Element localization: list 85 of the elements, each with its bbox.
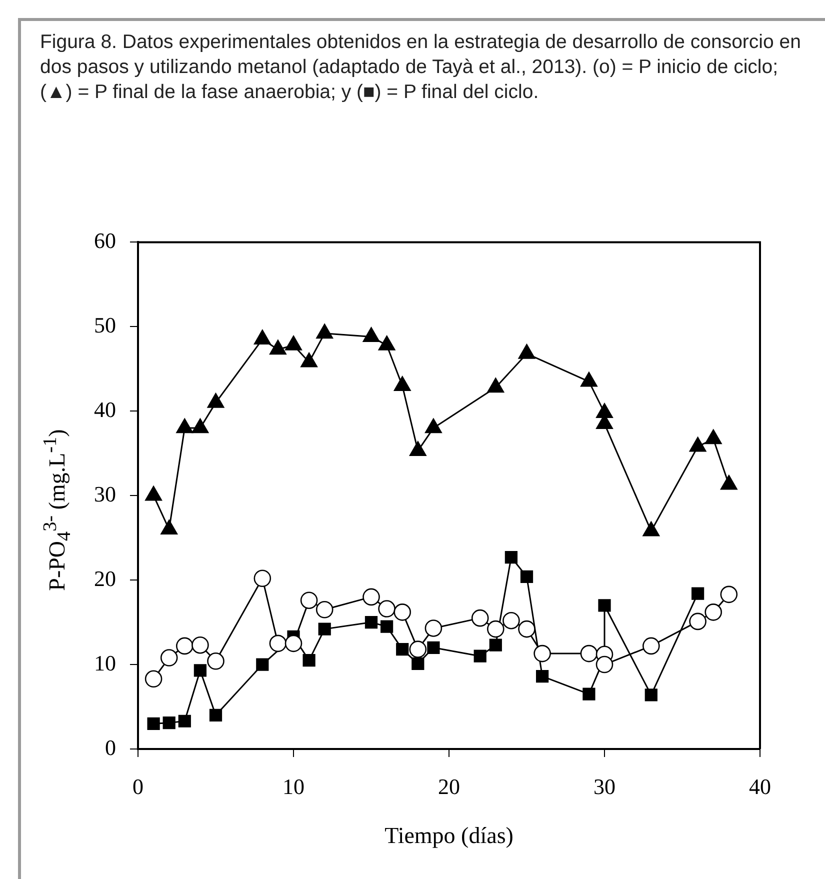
- y-tick-label: 20: [94, 566, 116, 591]
- point: [160, 649, 178, 666]
- point: [318, 622, 331, 636]
- point: [178, 714, 191, 728]
- point: [256, 658, 269, 671]
- point: [364, 616, 378, 629]
- point: [409, 640, 427, 658]
- x-tick-label: 20: [438, 774, 460, 799]
- point: [489, 638, 502, 652]
- point: [160, 520, 178, 535]
- y-tick-label: 40: [94, 396, 116, 422]
- point: [720, 586, 738, 604]
- point: [518, 344, 536, 359]
- y-tick-label: 60: [94, 228, 116, 253]
- y-tick-label: 50: [94, 312, 116, 338]
- point: [596, 656, 614, 674]
- point: [144, 670, 162, 688]
- point: [192, 418, 209, 434]
- point: [598, 599, 611, 612]
- point: [409, 441, 426, 456]
- point: [580, 372, 598, 387]
- point: [254, 330, 271, 344]
- x-axis-title: Tiempo (días): [384, 823, 514, 848]
- point: [209, 708, 222, 722]
- point: [642, 521, 660, 536]
- point: [596, 403, 613, 418]
- x-tick-label: 0: [132, 774, 144, 799]
- point: [720, 474, 738, 490]
- x-tick-label: 30: [594, 774, 616, 799]
- point: [704, 429, 722, 444]
- point: [427, 641, 440, 654]
- point: [162, 716, 176, 730]
- y-tick-label: 30: [94, 481, 116, 506]
- point: [254, 570, 272, 588]
- point: [534, 644, 551, 662]
- x-tick-label: 10: [282, 774, 304, 799]
- point: [520, 570, 534, 583]
- point: [176, 418, 194, 434]
- point: [316, 600, 334, 618]
- point: [425, 418, 442, 434]
- point: [285, 336, 302, 350]
- point: [474, 650, 486, 662]
- point: [284, 634, 302, 652]
- point: [269, 634, 287, 652]
- point: [147, 717, 160, 730]
- point: [691, 587, 704, 600]
- point: [642, 637, 660, 655]
- point: [300, 352, 318, 368]
- point: [300, 592, 318, 609]
- x-tick-label: 40: [749, 774, 771, 799]
- point: [471, 609, 489, 627]
- point: [207, 393, 224, 408]
- point: [378, 336, 396, 350]
- point: [316, 324, 334, 339]
- point: [704, 604, 722, 621]
- point: [394, 376, 411, 391]
- point: [504, 550, 518, 564]
- point: [502, 612, 520, 630]
- point: [518, 620, 536, 638]
- point: [396, 643, 409, 656]
- point: [176, 637, 194, 655]
- point: [362, 327, 380, 342]
- point: [487, 620, 504, 638]
- point: [487, 378, 504, 393]
- point: [580, 644, 598, 662]
- y-tick-label: 10: [94, 650, 116, 676]
- point: [302, 654, 316, 667]
- point: [394, 604, 411, 621]
- y-tick-label: 0: [105, 734, 116, 760]
- point: [270, 340, 286, 355]
- point: [412, 657, 424, 670]
- point: [582, 688, 596, 700]
- point: [207, 652, 224, 670]
- point: [424, 620, 442, 637]
- point: [380, 620, 394, 633]
- chart-title: Figura 8. Datos experimentales obtenidos en la estrategia de desarrollo de consorcio en dos pasos y utilizando metanol (adaptado de Tayà et al., 2013). (o) = P inicio de ciclo; (▲) = P final de la fase anaerobia; y (■) = P final del ciclo.: [40, 30, 802, 105]
- point: [378, 600, 396, 618]
- point: [192, 636, 209, 654]
- point: [689, 436, 706, 452]
- point: [194, 664, 207, 677]
- point: [362, 588, 380, 606]
- point: [644, 688, 658, 702]
- point: [689, 612, 706, 630]
- point: [145, 486, 162, 501]
- point: [536, 670, 549, 683]
